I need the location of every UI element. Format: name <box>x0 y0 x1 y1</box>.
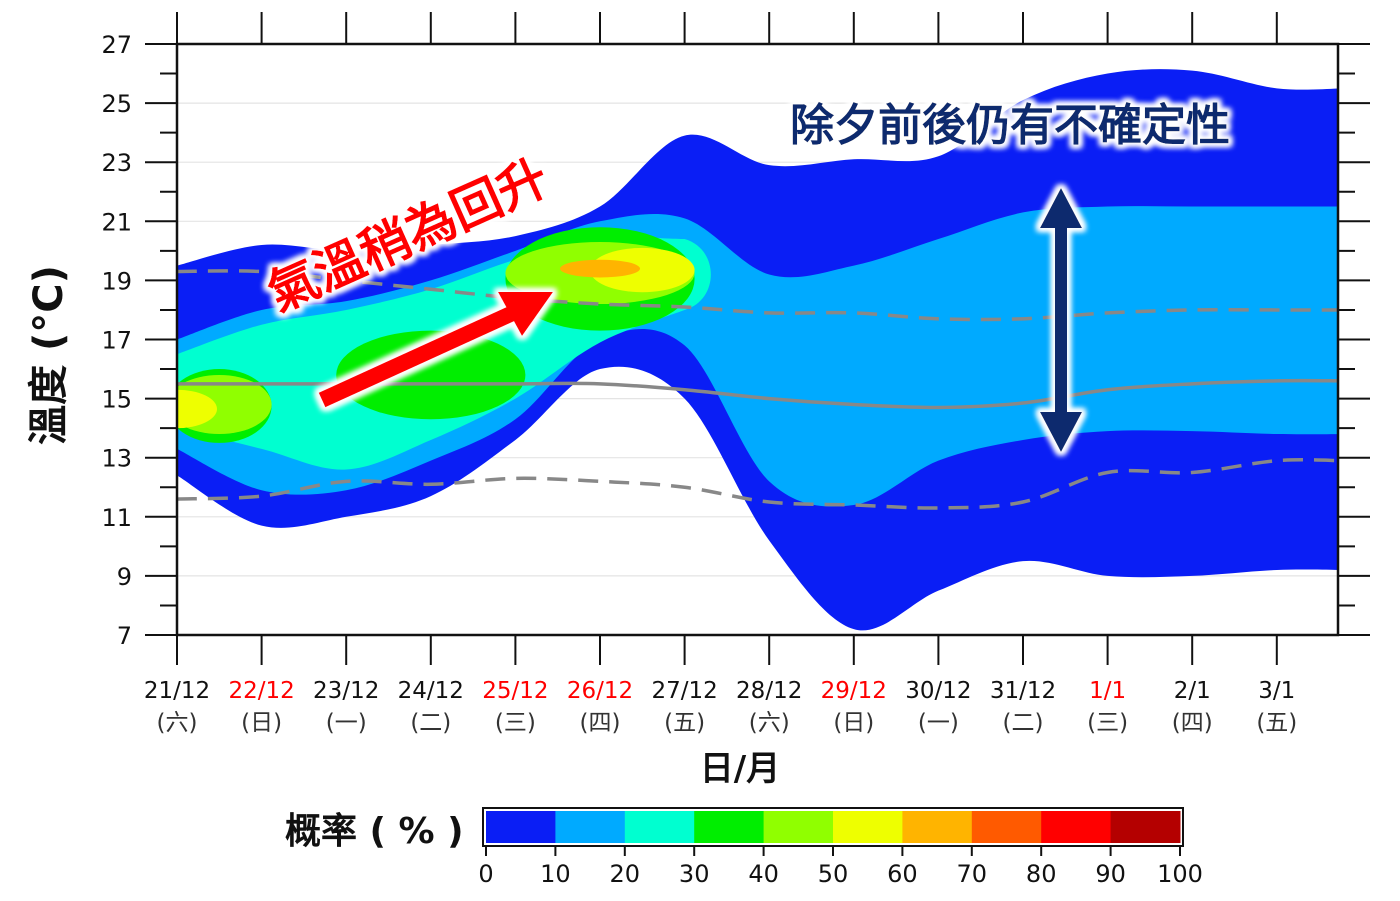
probability-core-60-70 <box>560 259 640 278</box>
x-date-label: 31/12 <box>990 678 1056 704</box>
x-weekday-label: (二) <box>1003 710 1044 736</box>
y-tick-label: 27 <box>101 31 132 59</box>
x-weekday-label: (二) <box>410 710 451 736</box>
x-weekday-label: (日) <box>241 710 282 736</box>
x-date-label: 2/1 <box>1174 678 1211 704</box>
red-arrow-icon <box>318 292 553 408</box>
annotation-uncertainty-text: 除夕前後仍有不確定性 <box>790 100 1230 151</box>
colorbar-swatch <box>555 811 626 843</box>
colorbar: 概率 ( % ) 0 10 20 30 40 50 60 70 80 90 100 <box>285 807 1203 888</box>
x-date-label: 29/12 <box>821 678 887 704</box>
colorbar-swatch <box>1110 811 1181 843</box>
upper-dashed-line <box>177 269 1338 322</box>
annotation-uncertainty: 除夕前後仍有不確定性 <box>790 100 1230 452</box>
colorbar-swatch <box>902 811 973 843</box>
x-weekday-label: (五) <box>1256 710 1297 736</box>
y-tick-label: 21 <box>101 208 132 236</box>
x-date-label: 24/12 <box>398 678 464 704</box>
lower-dashed-line <box>177 458 1338 510</box>
x-weekday-label: (六) <box>749 710 790 736</box>
colorbar-tick-label: 50 <box>818 860 849 888</box>
colorbar-tick-label: 10 <box>540 860 571 888</box>
x-weekday-label: (三) <box>495 710 536 736</box>
colorbar-swatch <box>971 811 1042 843</box>
colorbar-swatch <box>486 811 556 843</box>
x-weekday-label: (一) <box>918 710 959 736</box>
probability-core-30-40 <box>336 330 526 420</box>
colorbar-swatch <box>833 811 903 843</box>
x-weekday-label: (六) <box>157 710 198 736</box>
y-tick-label: 9 <box>117 563 132 591</box>
x-date-label: 28/12 <box>736 678 802 704</box>
colorbar-tick-label: 70 <box>957 860 988 888</box>
y-tick-label: 7 <box>117 622 132 650</box>
colorbar-swatch <box>763 811 834 843</box>
x-date-label: 1/1 <box>1089 678 1126 704</box>
axes: 7 9 11 13 15 17 19 21 23 25 27 21/12 (六) 22/12 (日) 23/1… <box>101 12 1370 736</box>
x-date-label: 3/1 <box>1258 678 1295 704</box>
colorbar-tick-label: 0 <box>478 860 493 888</box>
x-date-label: 23/12 <box>313 678 379 704</box>
y-tick-label: 11 <box>101 504 132 532</box>
probability-core-50-60 <box>177 389 217 429</box>
probability-core-50-60 <box>590 247 695 293</box>
colorbar-tick-label: 90 <box>1095 860 1126 888</box>
x-weekday-label: (一) <box>326 710 367 736</box>
colorbar-tick-label: 40 <box>748 860 779 888</box>
y-tick-label: 19 <box>101 267 132 295</box>
x-weekday-label: (四) <box>1172 710 1213 736</box>
colorbar-tick-label: 20 <box>610 860 641 888</box>
double-arrow-icon <box>1040 188 1082 452</box>
colorbar-swatch <box>1041 811 1112 843</box>
colorbar-label: 概率 ( % ) <box>285 811 464 852</box>
x-date-label: 25/12 <box>482 678 548 704</box>
y-axis-label: 溫度 (°C) <box>26 265 72 445</box>
y-tick-label: 25 <box>101 90 132 118</box>
y-tick-label: 15 <box>101 386 132 414</box>
x-date-label: 26/12 <box>567 678 633 704</box>
colorbar-tick-label: 30 <box>679 860 710 888</box>
x-weekday-label: (三) <box>1087 710 1128 736</box>
x-date-label: 27/12 <box>651 678 717 704</box>
x-weekday-label: (五) <box>664 710 705 736</box>
colorbar-swatch <box>624 811 695 843</box>
colorbar-swatch <box>694 811 765 843</box>
colorbar-tick-label: 80 <box>1026 860 1057 888</box>
y-tick-label: 13 <box>101 445 132 473</box>
x-axis-label: 日/月 <box>700 749 780 789</box>
x-weekday-label: (四) <box>580 710 621 736</box>
probability-bands <box>177 69 1338 631</box>
x-date-label: 30/12 <box>905 678 971 704</box>
colorbar-tick-label: 60 <box>887 860 918 888</box>
x-date-label: 21/12 <box>144 678 210 704</box>
y-tick-label: 17 <box>101 327 132 355</box>
x-date-label: 22/12 <box>228 678 294 704</box>
y-tick-label: 23 <box>101 149 132 177</box>
x-weekday-label: (日) <box>833 710 874 736</box>
colorbar-tick-label: 100 <box>1157 860 1203 888</box>
